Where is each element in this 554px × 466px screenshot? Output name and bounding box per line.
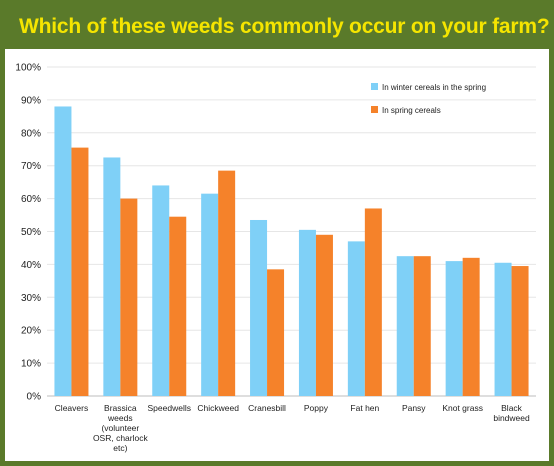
y-tick-label: 100%	[15, 63, 41, 74]
x-category-label: Cleavers	[55, 403, 89, 413]
bar-spring-cereals	[218, 170, 236, 396]
x-category-label: Pansy	[402, 403, 426, 413]
x-category-label: Chickweed	[197, 403, 239, 413]
legend-label: In spring cereals	[382, 106, 441, 115]
x-category-label-line: Chickweed	[197, 403, 239, 413]
bar-winter-cereals	[347, 241, 365, 396]
bar-chart: 0% 10% 20% 30% 40% 50% 60% 70% 80% 90% 100% Cleaver…	[15, 63, 536, 453]
x-category-label: Speedwells	[148, 403, 191, 413]
legend-swatch	[371, 83, 378, 90]
x-category-label: Black bindweed	[493, 403, 530, 423]
bar-spring-cereals	[462, 257, 480, 396]
y-tick-label: 80%	[21, 128, 41, 139]
legend-swatch	[371, 106, 378, 113]
x-category-label-line: Cranesbill	[248, 403, 286, 413]
bar-spring-cereals	[267, 269, 285, 396]
x-category-label: Knot grass	[442, 403, 483, 413]
x-category-label-line: Brassica	[104, 403, 137, 413]
bar-spring-cereals	[120, 198, 138, 396]
y-tick-label: 60%	[21, 194, 41, 205]
x-category-label-line: Speedwells	[148, 403, 191, 413]
bar-winter-cereals	[152, 185, 170, 396]
x-category-label-line: weeds	[107, 413, 133, 423]
x-category-label-line: Fat hen	[350, 403, 379, 413]
y-tick-label: 40%	[21, 260, 41, 271]
bar-spring-cereals	[169, 216, 187, 396]
bar-winter-cereals	[396, 256, 414, 396]
y-tick-label: 50%	[21, 227, 41, 238]
x-category-label-line: bindweed	[493, 413, 530, 423]
legend-label: In winter cereals in the spring	[382, 83, 486, 92]
bar-spring-cereals	[71, 147, 89, 396]
bar-spring-cereals	[364, 208, 382, 396]
y-tick-label: 30%	[21, 293, 41, 304]
y-tick-label: 20%	[21, 326, 41, 337]
x-category-label: Fat hen	[350, 403, 379, 413]
bar-winter-cereals	[445, 261, 463, 396]
y-tick-label: 70%	[21, 161, 41, 172]
chart-title: Which of these weeds commonly occur on y…	[19, 15, 550, 38]
x-category-label: Brassica weeds (volunteer OSR, charlock etc)	[93, 403, 149, 453]
y-tick-label: 10%	[21, 359, 41, 370]
bar-spring-cereals	[315, 234, 333, 396]
bar-winter-cereals	[201, 193, 219, 396]
x-category-label-line: OSR, charlock	[93, 433, 149, 443]
x-category-label-line: etc)	[113, 443, 127, 453]
bar-winter-cereals	[298, 229, 316, 396]
bar-winter-cereals	[494, 262, 512, 396]
bar-winter-cereals	[103, 157, 121, 396]
chart-header: Which of these weeds commonly occur on y…	[5, 5, 550, 49]
bar-spring-cereals	[511, 266, 529, 396]
x-category-label-line: Black	[501, 403, 523, 413]
x-category-label-line: Pansy	[402, 403, 426, 413]
x-category-label-line: Cleavers	[55, 403, 89, 413]
x-category-label: Cranesbill	[248, 403, 286, 413]
bar-winter-cereals	[54, 106, 72, 397]
x-category-label: Poppy	[304, 403, 329, 413]
bar-winter-cereals	[250, 219, 268, 396]
x-category-label-line: Poppy	[304, 403, 329, 413]
y-tick-label: 0%	[27, 392, 42, 403]
y-tick-label: 90%	[21, 95, 41, 106]
bar-spring-cereals	[413, 256, 431, 396]
x-category-label-line: (volunteer	[101, 423, 139, 433]
x-category-label-line: Knot grass	[442, 403, 483, 413]
